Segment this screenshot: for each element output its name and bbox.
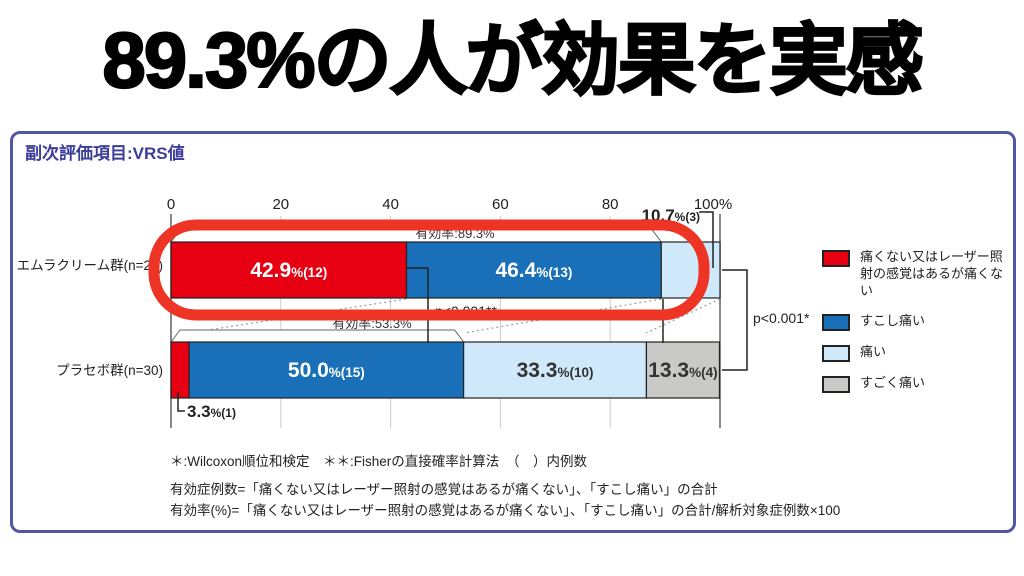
legend-label: 痛い bbox=[860, 343, 887, 359]
segment-connector-dotted bbox=[463, 298, 662, 334]
bar-segment-label: 50.0%(15) bbox=[288, 359, 365, 382]
bar-segment-lightblue bbox=[463, 341, 648, 399]
category-label: プラセボ群(n=30) bbox=[56, 363, 163, 378]
bar-segment-blue bbox=[405, 241, 662, 299]
axis-tick-label: 80 bbox=[602, 196, 619, 213]
footnote-effective-cases: 有効症例数=「痛くない又はレーザー照射の感覚はあるが痛くない」、「すこし痛い」の… bbox=[170, 481, 718, 497]
bar-segment-label: 13.3%(4) bbox=[648, 359, 717, 382]
right-bracket bbox=[722, 269, 748, 371]
p-value-right: p<0.001* bbox=[753, 310, 810, 326]
axis-tick-label: 40 bbox=[382, 196, 399, 213]
chart-legend: 痛くない又はレーザー照射の感覚はあるが痛くない すこし痛い 痛い すごく痛い bbox=[822, 249, 1018, 406]
legend-item-severe-pain: すごく痛い bbox=[822, 375, 1018, 393]
highlight-ring bbox=[148, 219, 710, 321]
bar-segment-label: 33.3%(10) bbox=[517, 359, 594, 382]
chart-footnotes: ＊:Wilcoxon順位和検定 ＊＊:Fisherの直接確率計算法 （ ）内例数… bbox=[170, 452, 840, 522]
legend-label: すこし痛い bbox=[860, 312, 926, 328]
callout-label-red: 3.3%(1) bbox=[187, 402, 236, 421]
category-label: エムラクリーム群(n=28) bbox=[17, 258, 163, 273]
footnote-statistics: ＊:Wilcoxon順位和検定 ＊＊:Fisherの直接確率計算法 （ ）内例数 bbox=[170, 454, 588, 469]
bar-segment-label: 42.9%(12) bbox=[250, 259, 327, 282]
legend-swatch-lightblue bbox=[822, 344, 850, 362]
bar-segment-lightblue bbox=[660, 241, 721, 299]
axis-tick-label: 0 bbox=[167, 196, 175, 213]
footnote-effective-rate: 有効率(%)=「痛くない又はレーザー照射の感覚はあるが痛くない」、「すこし痛い」… bbox=[170, 502, 841, 518]
bar-segment-gray bbox=[645, 341, 721, 399]
axis-tick-label: 20 bbox=[272, 196, 289, 213]
axis-tick-label: 100% bbox=[694, 196, 732, 213]
axis-tick-label: 60 bbox=[492, 196, 509, 213]
legend-item-pain: 痛い bbox=[822, 344, 1018, 362]
bar-segment-red bbox=[170, 241, 408, 299]
segment-connector-dotted bbox=[188, 298, 407, 334]
legend-item-no-pain: 痛くない又はレーザー照射の感覚はあるが痛くない bbox=[822, 249, 1018, 300]
legend-swatch-gray bbox=[822, 375, 850, 393]
chart-panel: 副次評価項目:VRS値 bbox=[10, 131, 1016, 533]
efficacy-bracket bbox=[170, 329, 465, 343]
callout-line-lightblue bbox=[699, 211, 714, 268]
legend-swatch-red bbox=[822, 250, 850, 267]
bar-segment-blue bbox=[188, 341, 465, 399]
legend-label: 痛くない又はレーザー照射の感覚はあるが痛くない bbox=[860, 249, 1004, 298]
bar-segment-red bbox=[170, 341, 190, 399]
main-title: 89.3%の人が効果を実感 bbox=[101, 15, 924, 105]
segment-connector-dotted bbox=[645, 298, 721, 334]
legend-item-slight-pain: すこし痛い bbox=[822, 313, 1018, 331]
chart-panel-title: 副次評価項目:VRS値 bbox=[25, 144, 185, 163]
legend-swatch-blue bbox=[822, 313, 850, 331]
legend-label: すごく痛い bbox=[860, 374, 926, 390]
callout-line-red bbox=[177, 392, 185, 412]
bar-segment-label: 46.4%(13) bbox=[495, 259, 572, 282]
